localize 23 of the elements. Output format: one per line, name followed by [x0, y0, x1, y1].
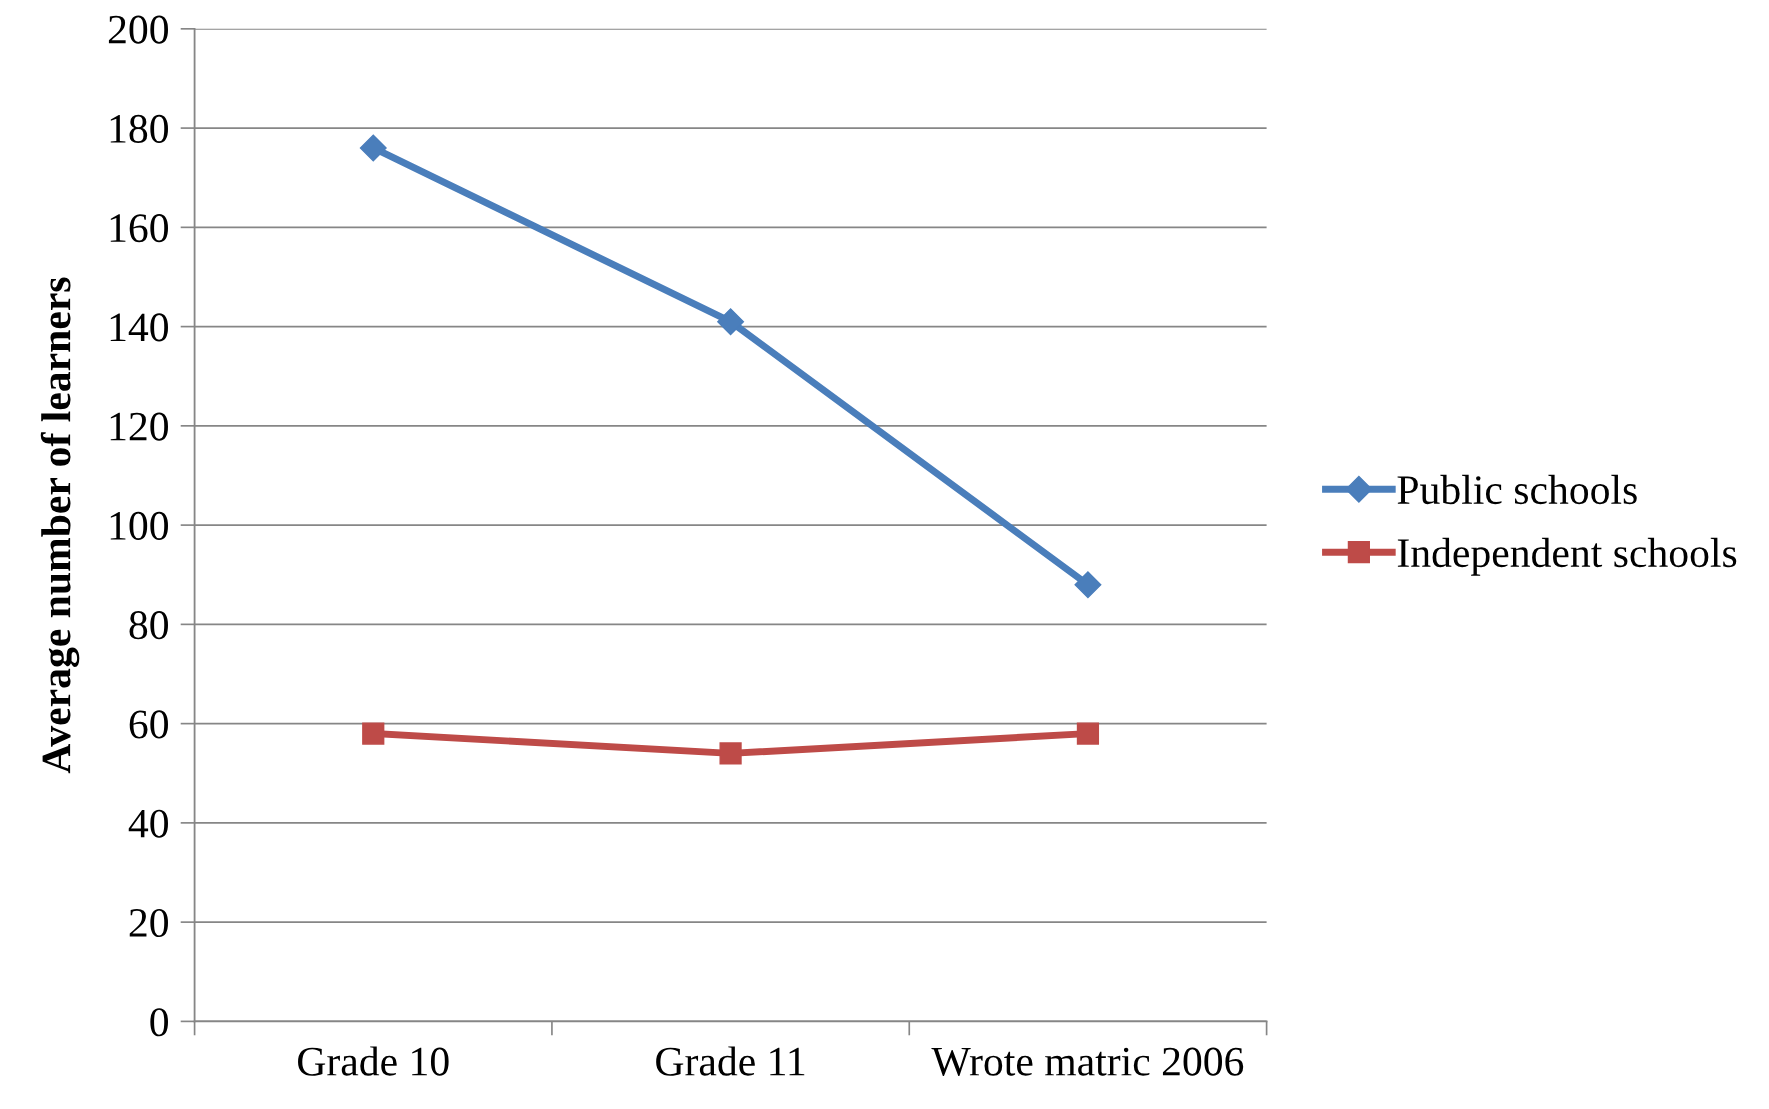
y-tick-label: 180: [110, 114, 168, 143]
point: [1074, 571, 1102, 599]
y-tick-label: 0: [150, 1008, 168, 1037]
y-tick-label: 80: [129, 611, 168, 640]
y-tick-label: 60: [129, 710, 168, 739]
point: [1076, 722, 1100, 745]
point: [719, 742, 742, 765]
x-tick-label: Wrote matric 2006: [931, 1047, 1244, 1076]
y-tick-label: 40: [128, 809, 168, 838]
legend-label: Independent schools: [1397, 537, 1737, 576]
point: [362, 722, 385, 745]
point: [359, 134, 387, 162]
y-tick-label: 160: [110, 214, 168, 243]
y-tick-label: 100: [110, 511, 168, 540]
point: [717, 308, 745, 336]
x-tick-label: Grade 10: [298, 1046, 449, 1076]
x-tick-label: Grade 11: [656, 1046, 805, 1076]
y-tick-label: 200: [108, 15, 168, 44]
y-tick-label: 120: [110, 412, 168, 441]
y-axis-title: Average number of learners: [40, 277, 80, 774]
legend-label: Public schools: [1397, 474, 1637, 505]
y-tick-label: 20: [129, 908, 168, 937]
y-tick-label: 140: [110, 313, 168, 342]
